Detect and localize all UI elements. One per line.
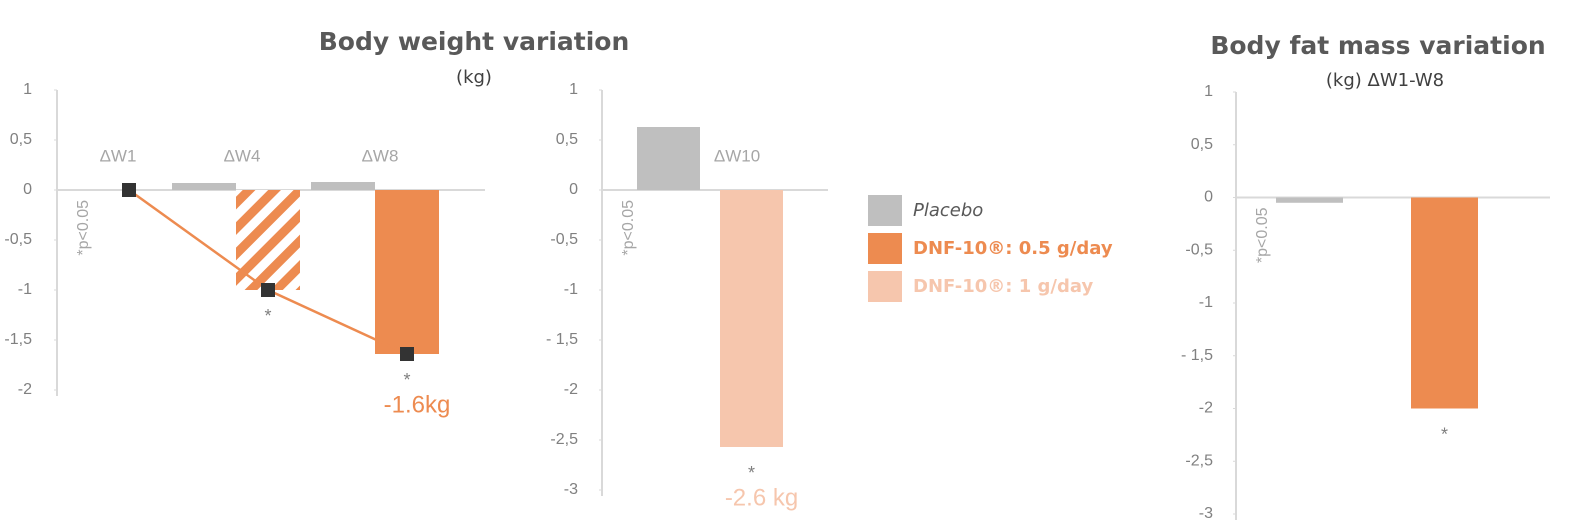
y-tick-label: -2,5: [1185, 452, 1213, 469]
marker: [122, 183, 136, 197]
chart-title: Body fat mass variation: [1210, 31, 1545, 60]
y-tick-label: 1: [1204, 83, 1213, 100]
y-tick-label: -0,5: [4, 231, 32, 248]
y-tick-label: 1: [569, 81, 578, 98]
x-category-label: ΔW10: [714, 146, 760, 165]
significance-note: *p<0.05: [620, 200, 637, 256]
marker: [261, 283, 275, 297]
y-tick-label: -0,5: [550, 231, 578, 248]
y-tick-label: 0,5: [1191, 136, 1213, 153]
y-tick-label: 0: [23, 181, 32, 198]
y-tick-label: 0,5: [556, 131, 578, 148]
chart-subtitle: (kg): [456, 67, 492, 88]
y-tick-label: 0: [569, 181, 578, 198]
y-tick-label: 0: [1204, 189, 1213, 206]
y-tick-label: -2,5: [550, 431, 578, 448]
y-tick-label: - 1,5: [1181, 347, 1213, 364]
legend-swatch: [868, 233, 902, 264]
bar: [720, 190, 783, 447]
y-tick-label: -2: [1199, 400, 1213, 417]
y-tick-label: - 1,5: [546, 331, 578, 348]
y-tick-label: 1: [23, 81, 32, 98]
y-tick-label: -3: [564, 481, 578, 498]
y-tick-label: -3: [1199, 505, 1213, 522]
y-tick-label: -1: [18, 281, 32, 298]
legend-label: Placebo: [913, 200, 983, 221]
bar: [1411, 197, 1478, 409]
significance-star: *: [1441, 424, 1448, 444]
bar: [311, 182, 375, 190]
chart-title: Body weight variation: [319, 27, 630, 56]
significance-note: *p<0.05: [75, 200, 92, 256]
y-tick-label: -1: [1199, 294, 1213, 311]
y-tick-label: -0,5: [1185, 241, 1213, 258]
chart-subtitle: (kg) ΔW1-W8: [1326, 70, 1444, 91]
legend-swatch: [868, 271, 902, 302]
y-tick-label: 0,5: [10, 131, 32, 148]
x-category-label: ΔW1: [100, 146, 137, 165]
value-label: -2.6 kg: [725, 484, 798, 511]
bar: [1276, 197, 1343, 203]
x-category-label: ΔW4: [224, 146, 261, 165]
marker: [400, 347, 414, 361]
y-tick-label: -1,5: [4, 331, 32, 348]
x-category-label: ΔW8: [362, 146, 399, 165]
value-label: -1.6kg: [384, 391, 451, 418]
y-tick-label: -2: [564, 381, 578, 398]
significance-star: *: [403, 370, 410, 390]
bar: [375, 190, 439, 354]
y-tick-label: -1: [564, 281, 578, 298]
significance-star: *: [264, 306, 271, 326]
bar: [172, 183, 236, 190]
significance-star: *: [748, 463, 755, 483]
significance-note: *p<0.05: [1254, 207, 1271, 263]
legend-label: DNF-10®: 1 g/day: [913, 276, 1093, 297]
legend-swatch: [868, 195, 902, 226]
legend-label: DNF-10®: 0.5 g/day: [913, 238, 1113, 259]
bar: [637, 127, 700, 190]
y-tick-label: -2: [18, 381, 32, 398]
